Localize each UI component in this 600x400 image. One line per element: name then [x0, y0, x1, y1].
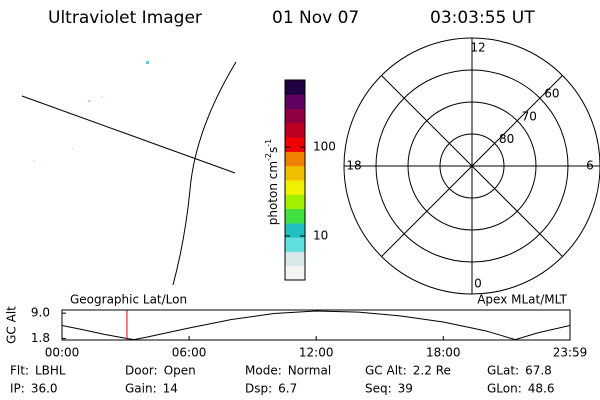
x-tick-label: 23:59: [553, 346, 588, 360]
mlt-label: 12: [470, 41, 485, 55]
lat-ring: [375, 69, 569, 263]
lat-label: 60: [544, 87, 559, 101]
field-key: Dsp:: [245, 382, 272, 396]
lat-ring: [407, 101, 537, 231]
geo-line: [21, 95, 236, 174]
color-band: [285, 122, 305, 138]
unit: photon cm: [266, 161, 280, 225]
color-band: [285, 265, 305, 281]
color-band: [285, 94, 305, 110]
field-key: Flt:: [10, 364, 29, 378]
field-value: 6.7: [278, 382, 297, 396]
status-footer: Flt: LBHL Door: Open Mode: Normal GC Alt: 2.2 R…: [10, 364, 554, 396]
color-band: [285, 80, 305, 95]
pixel: [33, 160, 35, 162]
geo-line: [172, 61, 237, 286]
altitude-line: [61, 310, 571, 341]
colorbar-label: photon cm-2s-1: [264, 139, 280, 226]
field-key: GLon:: [487, 382, 522, 396]
field-value: Open: [164, 364, 196, 378]
color-band: [285, 165, 305, 181]
field-value: 67.8: [525, 364, 552, 378]
color-band: [285, 237, 305, 252]
date: 01 Nov 07: [272, 8, 359, 28]
axis-line: [381, 75, 563, 257]
color-band: [285, 194, 305, 210]
field-value: 48.6: [528, 382, 555, 396]
x-tick-label: 12:00: [299, 346, 334, 360]
outer-ring: [343, 37, 600, 295]
unit-exp: -1: [264, 139, 273, 147]
tick-label: 10: [313, 229, 328, 243]
altitude-chart: Geographic Lat/Lon Apex MLat/MLT GC Alt 00:…: [5, 293, 588, 360]
image-panel: [21, 61, 237, 286]
color-band: [285, 151, 305, 167]
pixel: [146, 61, 149, 64]
lat-ring: [439, 133, 505, 199]
mlt-label: 18: [346, 159, 361, 173]
lat-label: 80: [499, 132, 514, 146]
color-band: [285, 208, 305, 224]
pixel: [72, 148, 74, 150]
field-key: Seq:: [365, 382, 392, 396]
colorbar-frame: [284, 79, 306, 281]
mlt-label: 6: [586, 159, 594, 173]
mlt-label: 0: [474, 277, 482, 291]
field-key: Door:: [125, 364, 158, 378]
field-value: 2.2 Re: [413, 364, 451, 378]
field-key: GC Alt:: [365, 364, 407, 378]
left-label: Geographic Lat/Lon: [70, 293, 187, 307]
field-value: LBHL: [35, 364, 66, 378]
color-band: [285, 251, 305, 267]
color-band: [285, 180, 305, 195]
field-value: 39: [398, 382, 413, 396]
colorbar: 10 100: [284, 79, 336, 281]
x-tick-label: 18:00: [426, 346, 461, 360]
instrument: Ultraviolet Imager: [48, 8, 202, 28]
x-tick-label: 00:00: [45, 346, 80, 360]
pixel: [101, 96, 103, 98]
color-band: [285, 108, 305, 124]
time: 03:03:55 UT: [430, 8, 535, 28]
y-tick-label: 1.8: [31, 331, 50, 345]
color-band: [285, 222, 305, 238]
x-tick-label: 06:00: [172, 346, 207, 360]
field-key: Gain:: [125, 382, 157, 396]
unit: s: [266, 147, 280, 153]
y-label: GC Alt: [5, 306, 19, 344]
field-key: GLat:: [487, 364, 519, 378]
tick-label: 100: [313, 140, 336, 154]
field-value: 14: [163, 382, 178, 396]
unit-exp: -2: [264, 153, 273, 161]
lat-label: 70: [522, 109, 537, 123]
right-label: Apex MLat/MLT: [477, 293, 567, 307]
field-key: IP:: [10, 382, 25, 396]
plot-frame: [61, 309, 571, 341]
pixel: [88, 100, 91, 102]
color-band: [285, 137, 305, 152]
field-value: Normal: [288, 364, 331, 378]
field-key: Mode:: [245, 364, 282, 378]
y-tick-label: 9.0: [31, 306, 50, 320]
field-value: 36.0: [31, 382, 58, 396]
